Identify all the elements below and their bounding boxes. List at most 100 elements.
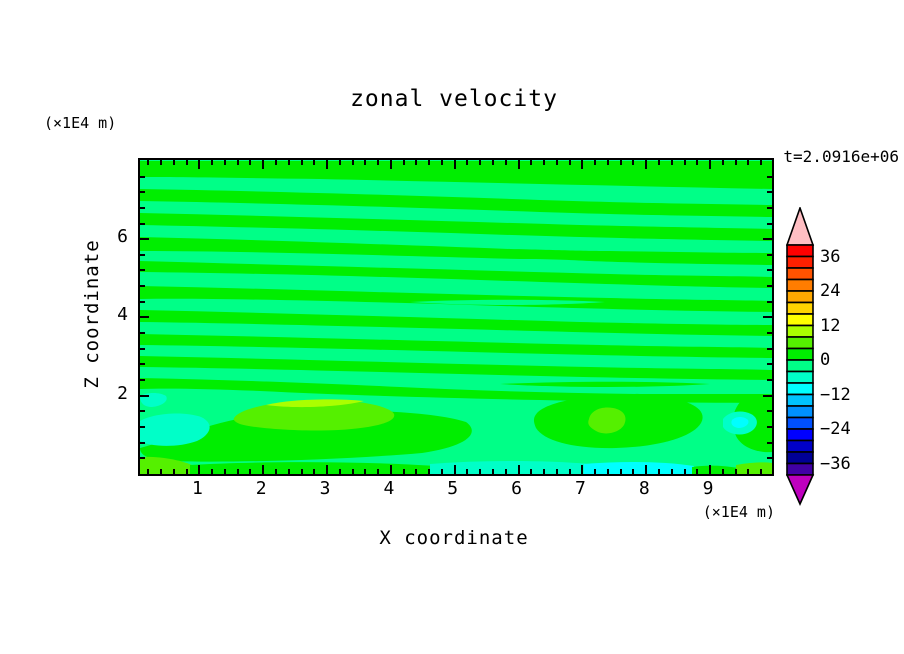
x-minor-tick: [466, 469, 469, 474]
colorbar-cell: [786, 462, 814, 476]
y-minor-tick: [140, 300, 145, 303]
y-minor-tick-right: [767, 191, 772, 194]
colorbar-tick-label: 0: [820, 350, 831, 370]
y-axis-unit-label: (×1E4 m): [44, 114, 117, 132]
x-major-tick: [198, 465, 201, 474]
x-major-tick: [645, 465, 648, 474]
time-annotation: t=2.0916e+06: [783, 147, 899, 166]
x-minor-tick: [160, 469, 163, 474]
x-minor-tick: [606, 469, 609, 474]
x-minor-tick-top: [160, 160, 163, 165]
x-minor-tick: [568, 469, 571, 474]
x-tick-label: 2: [255, 478, 267, 499]
x-minor-tick: [734, 469, 737, 474]
x-minor-tick: [172, 469, 175, 474]
z-axis-title: Z coordinate: [81, 239, 103, 389]
x-minor-tick-top: [236, 160, 239, 165]
y-minor-tick-right: [767, 222, 772, 225]
colorbar-tick-label: −24: [820, 419, 851, 439]
contour-region: [140, 161, 772, 189]
contour-region: [266, 399, 364, 408]
x-minor-tick-top: [530, 160, 533, 165]
colorbar-cell: [786, 416, 814, 430]
x-minor-tick-top: [568, 160, 571, 165]
colorbar-cell: [786, 393, 814, 407]
chart-title: zonal velocity: [350, 86, 558, 112]
x-minor-tick: [428, 469, 431, 474]
x-tick-label: 1: [191, 478, 203, 499]
colorbar-cell: [786, 405, 814, 419]
x-minor-tick: [555, 469, 558, 474]
x-minor-tick: [492, 469, 495, 474]
x-minor-tick: [223, 469, 226, 474]
y-minor-tick-right: [767, 347, 772, 350]
x-minor-tick-top: [300, 160, 303, 165]
y-minor-tick-right: [767, 285, 772, 288]
y-minor-tick-right: [767, 206, 772, 209]
colorbar-cell: [786, 290, 814, 304]
x-minor-tick-top: [147, 160, 150, 165]
x-minor-tick-top: [428, 160, 431, 165]
contour-region: [140, 237, 772, 265]
colorbar-cell: [786, 370, 814, 384]
y-tick-label: 2: [117, 382, 128, 404]
colorbar-cell: [786, 255, 814, 269]
colorbar-cell: [786, 428, 814, 442]
x-minor-tick: [313, 469, 316, 474]
x-axis-title: X coordinate: [379, 527, 529, 549]
x-minor-tick: [249, 469, 252, 474]
x-minor-tick: [479, 469, 482, 474]
y-minor-tick-right: [767, 441, 772, 444]
y-minor-tick: [140, 426, 145, 429]
colorbar-cell: [786, 278, 814, 292]
colorbar-cell: [786, 359, 814, 373]
x-minor-tick: [287, 469, 290, 474]
x-minor-tick-top: [338, 160, 341, 165]
x-major-tick: [709, 465, 712, 474]
contour-region: [140, 286, 772, 312]
x-minor-tick: [377, 469, 380, 474]
x-minor-tick: [211, 469, 214, 474]
x-major-tick-top: [389, 160, 392, 169]
colorbar-cell: [786, 324, 814, 338]
contour-region: [410, 299, 605, 305]
x-minor-tick: [274, 469, 277, 474]
contour-region: [140, 334, 772, 358]
x-minor-tick-top: [492, 160, 495, 165]
x-minor-tick-top: [185, 160, 188, 165]
y-minor-tick: [140, 191, 145, 194]
x-minor-tick: [440, 469, 443, 474]
x-minor-tick-top: [658, 160, 661, 165]
x-minor-tick-top: [543, 160, 546, 165]
x-minor-tick-top: [670, 160, 673, 165]
x-minor-tick-top: [364, 160, 367, 165]
x-minor-tick: [632, 469, 635, 474]
x-minor-tick: [147, 469, 150, 474]
y-minor-tick-right: [767, 426, 772, 429]
y-major-tick: [140, 238, 149, 241]
x-minor-tick-top: [287, 160, 290, 165]
x-major-tick-top: [581, 160, 584, 169]
x-minor-tick: [683, 469, 686, 474]
contour-region: [736, 462, 772, 474]
x-minor-tick-top: [504, 160, 507, 165]
y-minor-tick: [140, 347, 145, 350]
y-minor-tick-right: [767, 332, 772, 335]
x-tick-label: 6: [511, 478, 522, 499]
x-minor-tick-top: [249, 160, 252, 165]
contour-region: [140, 189, 772, 217]
contour-region: [190, 462, 436, 474]
x-minor-tick-top: [351, 160, 354, 165]
x-tick-label: 4: [383, 478, 395, 499]
contour-region: [500, 381, 710, 387]
x-tick-label: 7: [574, 478, 586, 499]
x-minor-tick: [338, 469, 341, 474]
contour-region: [140, 410, 472, 462]
y-minor-tick: [140, 285, 145, 288]
x-minor-tick-top: [594, 160, 597, 165]
colorbar-under-arrow: [786, 474, 815, 506]
x-minor-tick: [721, 469, 724, 474]
x-tick-label: 8: [638, 478, 650, 499]
x-minor-tick-top: [696, 160, 699, 165]
